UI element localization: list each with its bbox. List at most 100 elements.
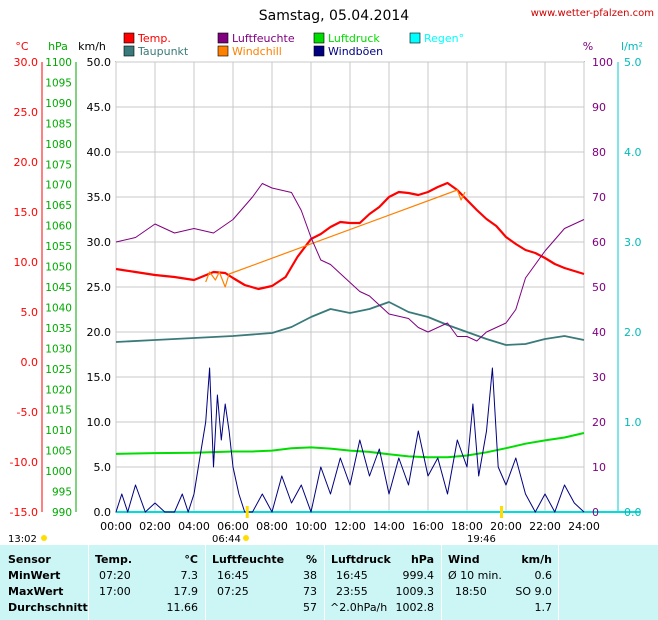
pressure-tick-label: 1010 (45, 425, 72, 437)
wind-tick-label: 40.0 (87, 146, 112, 159)
humidity-tick-label: 0 (592, 506, 599, 519)
pressure-trend: ^2.0hPa/h (330, 601, 388, 614)
wind-unit: km/h (78, 40, 106, 53)
humidity-tick-label: 100 (592, 56, 613, 69)
unit-labels: °C hPa km/h % l/m² (15, 40, 643, 53)
pressure-time: 23:55 (336, 585, 368, 598)
x-tick-label: 20:00 (490, 520, 522, 533)
temp-time: 17:00 (99, 585, 131, 598)
site-link[interactable]: www.wetter-pfalzen.com (531, 8, 654, 19)
legend-item: Luftdruck (313, 32, 380, 45)
series-line-windben (115, 367, 585, 513)
moon-icon (41, 535, 47, 541)
legend-swatch (313, 45, 325, 57)
rain-unit: l/m² (621, 40, 643, 53)
legend-item: Luftfeuchte (217, 32, 295, 45)
x-tick-label: 02:00 (139, 520, 171, 533)
legend-label: Luftfeuchte (232, 32, 295, 45)
temp-tick-label: 5.0 (21, 306, 39, 319)
rain-tick-label: 2.0 (624, 326, 642, 339)
stats-table: Sensor Temp. °C Luftfeuchte % Luftdruck … (0, 545, 658, 620)
temp-value: 11.66 (166, 601, 199, 614)
wind-tick-label: 45.0 (87, 101, 112, 114)
wind-tick-label: 35.0 (87, 191, 112, 204)
pressure-tick-label: 1020 (45, 384, 72, 396)
pressure-tick-label: 1075 (45, 159, 72, 171)
humidity-tick-label: 90 (592, 101, 606, 114)
legend-swatch (313, 32, 325, 44)
x-tick-label: 12:00 (334, 520, 366, 533)
temp-tick-label: 0.0 (21, 356, 39, 369)
wind-tick-label: 25.0 (87, 281, 112, 294)
temp-value: 17.9 (173, 585, 199, 598)
pressure-tick-label: 1000 (45, 466, 72, 478)
legend-label: Temp. (137, 32, 171, 45)
series-line-taupunkt (115, 301, 585, 346)
rain-tick-label: 5.0 (624, 56, 642, 69)
wind-tick-label: 15.0 (87, 371, 112, 384)
humidity-value: 38 (303, 569, 317, 582)
humidity-header: Luftfeuchte (212, 553, 285, 566)
humidity-tick-label: 70 (592, 191, 606, 204)
x-tick-label: 22:00 (529, 520, 561, 533)
humidity-unit-header: % (305, 553, 317, 566)
humidity-tick-label: 80 (592, 146, 606, 159)
humidity-value: 73 (303, 585, 317, 598)
temp-unit-header: °C (184, 553, 198, 566)
pressure-tick-label: 1085 (45, 118, 72, 130)
row-label: MinWert (8, 569, 61, 582)
pressure-tick-label: 990 (52, 507, 72, 519)
pressure-value: 999.4 (402, 569, 435, 582)
humidity-tick-label: 10 (592, 461, 606, 474)
legend-label: Regen° (424, 32, 464, 45)
wind-label: Ø 10 min. (448, 569, 502, 582)
legend-item: Windböen (313, 45, 383, 58)
row-label: Durchschnitt (8, 601, 88, 614)
series-line-windchill (205, 189, 466, 288)
temp-tick-label: 15.0 (14, 206, 39, 219)
wind-value: SO 9.0 (515, 585, 552, 598)
legend-item: Taupunkt (123, 45, 189, 58)
pressure-tick-label: 1045 (45, 282, 72, 294)
series-line-temp (115, 181, 585, 291)
humidity-tick-label: 30 (592, 371, 606, 384)
wind-value: 1.7 (534, 601, 553, 614)
legend-item: Regen° (409, 32, 464, 45)
sun-event-marker (500, 506, 504, 518)
pressure-tick-label: 1005 (45, 446, 72, 458)
wind-tick-label: 0.0 (94, 506, 112, 519)
rain-tick-label: 4.0 (624, 146, 642, 159)
moonset-time: 13:02 (8, 534, 37, 545)
x-tick-label: 06:00 (217, 520, 249, 533)
weather-chart: 00:00 02:00 04:00 06:00 08:00 10:00 12:00 14:00… (8, 8, 654, 545)
pressure-tick-label: 1040 (45, 302, 72, 314)
legend-label: Windböen (328, 45, 383, 58)
x-tick-label: 10:00 (295, 520, 327, 533)
chart-title: Samstag, 05.04.2014 (259, 8, 410, 24)
pressure-tick-label: 1070 (45, 180, 72, 192)
sunrise-time: 06:44 (212, 534, 241, 545)
legend-swatch (409, 32, 421, 44)
wind-tick-label: 50.0 (87, 56, 112, 69)
pressure-unit: hPa (48, 40, 68, 53)
pressure-value: 1002.8 (395, 601, 435, 614)
stats-row-max: MaxWert 17:00 17.9 07:25 73 23:55 1009.3… (0, 583, 658, 600)
wind-tick-label: 20.0 (87, 326, 112, 339)
pressure-tick-label: 1095 (45, 77, 72, 89)
sensor-header: Sensor (8, 553, 51, 566)
pressure-tick-label: 1060 (45, 221, 72, 233)
chart-grid (41, 61, 640, 513)
temp-time: 07:20 (99, 569, 131, 582)
legend-item: Temp. (123, 32, 171, 45)
legend-label: Windchill (232, 45, 282, 58)
pressure-header: Luftdruck (331, 553, 391, 566)
pressure-tick-label: 1100 (45, 57, 72, 69)
legend-swatch (217, 32, 229, 44)
temp-tick-label: 30.0 (14, 56, 39, 69)
pressure-time: 16:45 (336, 569, 368, 582)
wind-unit-header: km/h (521, 553, 552, 566)
rain-tick-label: 1.0 (624, 416, 642, 429)
x-tick-label: 14:00 (373, 520, 405, 533)
chart-series (115, 181, 585, 518)
